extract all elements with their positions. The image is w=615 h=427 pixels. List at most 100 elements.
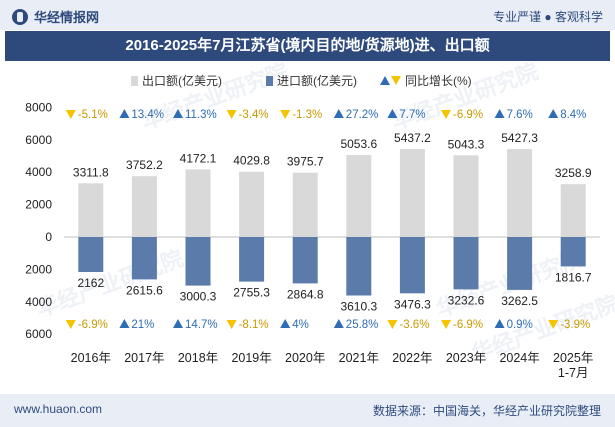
legend-down-triangle-icon [391, 76, 401, 85]
import-bar[interactable] [346, 237, 372, 296]
import-growth-label: 0.9% [507, 319, 533, 331]
import-bar[interactable] [78, 237, 104, 272]
export-value-label: 3752.2 [126, 158, 163, 172]
chart-title: 2016-2025年7月江苏省(境内目的地/货源地)进、出口额 [5, 31, 610, 61]
export-growth-label: 27.2% [346, 109, 379, 121]
legend-export-label: 出口额(亿美元) [142, 73, 222, 88]
footer-bar: www.huaon.com 数据来源：中国海关，华经产业研究院整理 [0, 394, 615, 427]
export-growth-up-icon [494, 109, 505, 118]
import-bar[interactable] [560, 237, 586, 267]
import-bar[interactable] [239, 237, 265, 282]
export-bar[interactable] [346, 155, 372, 237]
import-value-label: 3476.3 [394, 297, 431, 311]
import-bar[interactable] [131, 237, 157, 280]
import-growth-up-icon [280, 319, 291, 328]
import-value-label: 2615.6 [126, 283, 163, 297]
import-value-label: 2755.3 [233, 286, 270, 300]
import-bar[interactable] [453, 237, 479, 290]
export-growth-label: -5.1% [78, 109, 108, 121]
import-growth-up-icon [173, 319, 183, 328]
export-growth-up-icon [333, 109, 344, 118]
import-growth-label: 21% [131, 319, 154, 331]
export-value-label: 4172.1 [180, 151, 217, 165]
export-growth-down-icon [226, 110, 237, 119]
export-bar[interactable] [78, 183, 104, 237]
x-tick-label: 2024年 [499, 351, 539, 365]
export-bar[interactable] [507, 149, 533, 237]
export-growth-up-icon [548, 109, 559, 118]
y-tick-label: 6000 [25, 133, 52, 147]
import-growth-down-icon [387, 320, 398, 329]
chart: 华经产业研究院华经产业研究院华经产业研究院华经产业研究院华经产业研究院 出口额(… [25, 62, 615, 380]
watermark-text: 华经产业研究院 [388, 62, 541, 135]
bars [78, 148, 586, 296]
brand[interactable]: 华经情报网 [12, 7, 99, 26]
export-bar[interactable] [239, 171, 265, 237]
export-value-label: 3311.8 [73, 165, 109, 179]
y-tick-label: 2000 [25, 198, 52, 212]
x-tick-label: 2022年 [392, 351, 432, 365]
y-tick-label: 4000 [25, 165, 52, 179]
export-bar[interactable] [292, 172, 318, 237]
brand-logo-icon [12, 8, 28, 25]
export-growth-down-icon [280, 110, 291, 119]
export-growth-label: 7.6% [507, 109, 533, 121]
import-growth-label: -3.9% [560, 319, 590, 331]
export-value-label: 5053.6 [340, 137, 377, 151]
export-value-label: 4029.8 [233, 154, 270, 168]
brand-name: 华经情报网 [34, 10, 100, 25]
legend-export-swatch [131, 76, 138, 86]
data-labels: 3311.8 2162 3752.2 2615.6 4172.1 3000.3 4029.8… [73, 131, 592, 314]
export-value-label: 5043.3 [448, 137, 485, 151]
import-growth-label: 14.7% [185, 319, 218, 331]
import-value-label: 3000.3 [180, 290, 217, 304]
import-bar[interactable] [399, 237, 425, 294]
import-growth-down-icon [65, 320, 76, 329]
export-bar[interactable] [399, 148, 425, 237]
export-bar[interactable] [560, 184, 586, 237]
export-growth-label: -3.4% [239, 109, 269, 121]
import-value-label: 2864.8 [287, 287, 324, 301]
export-growth-label: -1.3% [292, 109, 322, 121]
import-growth-down-icon [441, 320, 451, 329]
export-value-label: 5437.2 [394, 131, 431, 145]
growth-markers: -5.1% -6.9% 13.4% 21% 11.3% 14.7% -3.4% -8.1% -1… [65, 109, 590, 331]
import-growth-down-icon [548, 320, 559, 329]
x-tick-label: 2021年 [339, 351, 379, 365]
header-bar: 华经情报网 专业严谨 ● 客观科学 [0, 0, 615, 30]
import-growth-label: -3.6% [399, 319, 429, 331]
legend: 出口额(亿美元) 进口额(亿美元) 同比增长(%) [131, 73, 472, 88]
export-growth-up-icon [119, 109, 130, 118]
import-value-label: 3262.5 [501, 294, 538, 308]
import-bar[interactable] [185, 237, 211, 286]
export-bar[interactable] [453, 155, 479, 237]
legend-import-label: 进口额(亿美元) [277, 73, 357, 88]
website-link[interactable]: www.huaon.com [14, 402, 103, 416]
x-tick-label: 1-7月 [558, 366, 589, 380]
export-growth-label: 8.4% [560, 109, 586, 121]
legend-growth-label: 同比增长(%) [405, 74, 472, 88]
import-value-label: 1816.7 [555, 270, 592, 284]
x-tick-label: 2016年 [71, 351, 111, 365]
export-bar[interactable] [185, 169, 211, 237]
import-bar[interactable] [292, 237, 318, 284]
watermark-text: 华经产业研究院 [138, 62, 291, 135]
export-growth-label: -6.9% [453, 109, 483, 121]
import-growth-label: -6.9% [453, 319, 483, 331]
import-growth-up-icon [119, 319, 130, 328]
export-growth-down-icon [65, 110, 76, 119]
import-value-label: 3232.6 [448, 293, 485, 307]
export-bar[interactable] [131, 176, 157, 237]
import-growth-label: -6.9% [78, 319, 108, 331]
export-value-label: 3975.7 [287, 155, 324, 169]
x-tick-label: 2020年 [285, 351, 325, 365]
import-growth-label: 4% [292, 319, 309, 331]
x-tick-label: 2025年 [553, 351, 593, 365]
y-tick-label: 0 [45, 230, 52, 244]
x-tick-label: 2023年 [446, 351, 486, 365]
y-tick-label: 8000 [25, 100, 52, 114]
import-bar[interactable] [507, 237, 533, 290]
x-axis: 2016年 2017年 2018年 2019年 2020年 2021年 2022年 2023年… [71, 351, 594, 380]
watermark-text: 华经产业研究院 [33, 246, 186, 322]
export-growth-label: 7.7% [399, 109, 425, 121]
